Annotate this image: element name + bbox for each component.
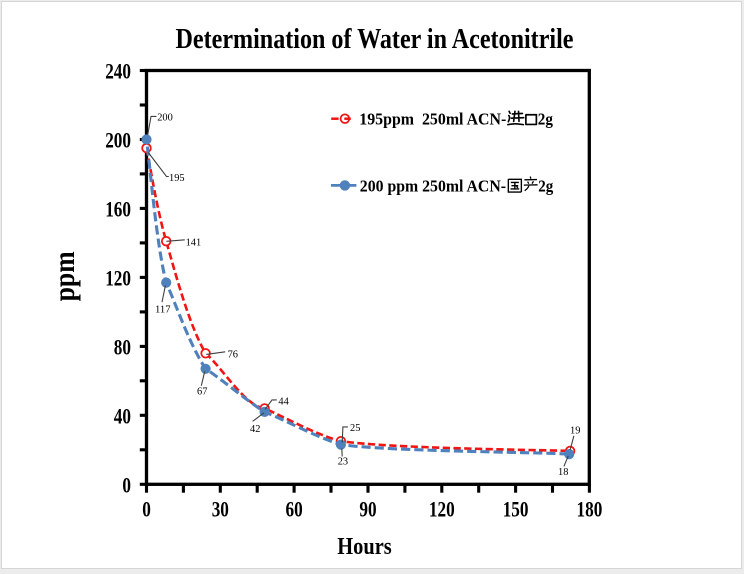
svg-text:200: 200 — [105, 128, 131, 153]
svg-text:30: 30 — [212, 497, 229, 522]
svg-text:240: 240 — [105, 59, 131, 84]
svg-text:40: 40 — [114, 403, 131, 428]
svg-text:195ppm 250ml ACN-: 195ppm 250ml ACN- — [359, 110, 506, 129]
svg-text:0: 0 — [142, 497, 151, 522]
svg-text:200 ppm 250ml ACN-: 200 ppm 250ml ACN- — [360, 176, 507, 195]
svg-text:195: 195 — [169, 172, 185, 184]
svg-text:2g: 2g — [538, 110, 554, 129]
svg-text:200: 200 — [157, 112, 173, 124]
svg-text:42: 42 — [250, 423, 260, 435]
svg-text:44: 44 — [278, 396, 289, 408]
svg-text:120: 120 — [105, 266, 131, 291]
svg-text:76: 76 — [228, 348, 239, 360]
svg-text:150: 150 — [503, 497, 529, 522]
svg-text:180: 180 — [577, 497, 603, 522]
svg-text:80: 80 — [114, 335, 131, 360]
svg-text:18: 18 — [558, 466, 569, 478]
svg-text:120: 120 — [429, 497, 455, 522]
svg-text:60: 60 — [286, 497, 303, 522]
svg-text:ppm: ppm — [48, 251, 81, 301]
svg-text:2g: 2g — [538, 176, 553, 195]
svg-text:141: 141 — [186, 236, 202, 248]
svg-text:0: 0 — [122, 472, 131, 497]
svg-text:Hours: Hours — [337, 533, 391, 560]
svg-text:117: 117 — [155, 303, 171, 315]
svg-text:25: 25 — [350, 422, 361, 434]
svg-text:90: 90 — [359, 497, 376, 522]
svg-text:19: 19 — [570, 425, 581, 437]
svg-text:Determination of Water in Acet: Determination of Water in Acetonitrile — [176, 23, 574, 55]
svg-text:67: 67 — [197, 386, 208, 398]
svg-text:160: 160 — [105, 197, 131, 222]
svg-text:23: 23 — [338, 455, 349, 467]
